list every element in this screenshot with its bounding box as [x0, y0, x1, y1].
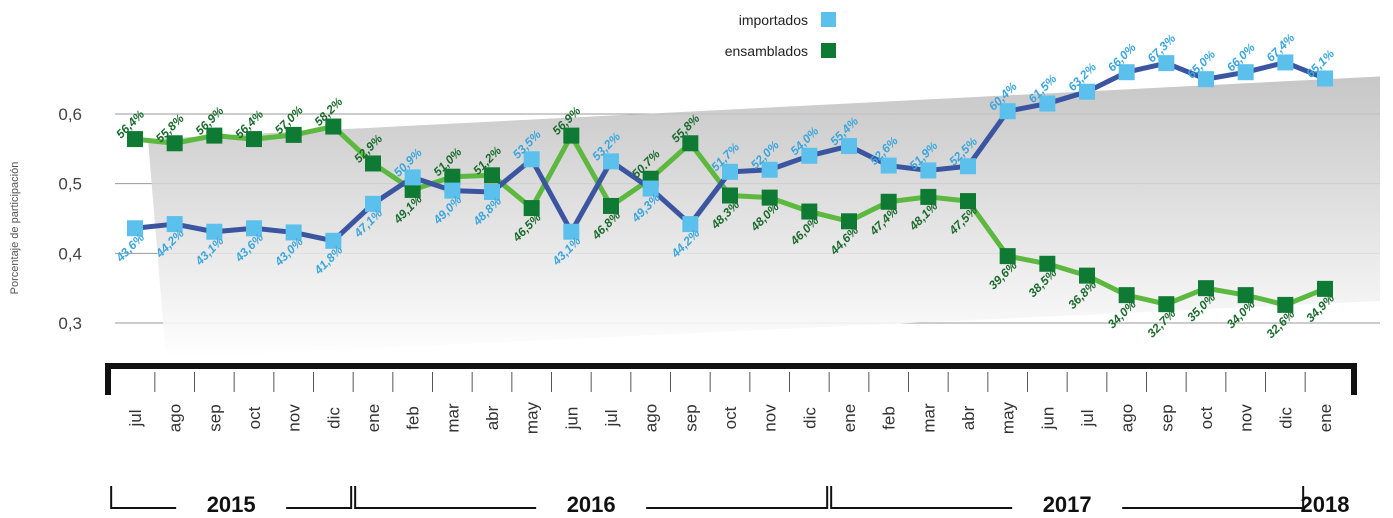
year-bracket-left-2015: [111, 486, 176, 508]
year-bracket-right-2016: [646, 486, 827, 508]
month-label-24: jul: [1078, 409, 1097, 427]
y-tick-label-3: 0,6: [58, 105, 82, 124]
month-label-14: sep: [681, 404, 700, 431]
year-bracket-left-2017: [831, 486, 1012, 508]
month-label-8: mar: [443, 403, 462, 433]
x-axis-left-cap: [105, 363, 111, 395]
year-brackets: 2015 2016 2017 2018: [111, 486, 1349, 517]
month-label-5: dic: [324, 407, 343, 429]
month-label-20: mar: [919, 403, 938, 433]
x-tick-marks: [155, 372, 1305, 392]
month-label-21: abr: [959, 405, 978, 430]
year-label-2016: 2016: [567, 492, 616, 517]
y-tick-labels: 0,3 0,4 0,5 0,6: [58, 105, 82, 333]
month-label-23: jun: [1038, 407, 1057, 431]
legend: importados ensamblados: [725, 12, 836, 59]
month-label-9: abr: [483, 405, 502, 430]
month-label-28: nov: [1237, 404, 1256, 432]
x-axis-right-cap: [1351, 363, 1357, 395]
year-label-2015: 2015: [207, 492, 256, 517]
month-label-18: ene: [840, 404, 859, 432]
month-label-30: ene: [1316, 404, 1335, 432]
month-label-0: jul: [126, 409, 145, 427]
month-label-1: ago: [166, 404, 185, 432]
legend-swatch-importados: [821, 12, 836, 27]
month-label-27: oct: [1197, 406, 1216, 429]
month-label-10: may: [523, 401, 542, 434]
legend-swatch-ensamblados: [821, 43, 836, 58]
month-label-7: feb: [404, 406, 423, 430]
month-label-4: nov: [285, 404, 304, 432]
month-label-13: ago: [642, 404, 661, 432]
legend-label-importados: importados: [739, 12, 808, 28]
month-label-11: jun: [562, 407, 581, 431]
x-axis-top-bar: [105, 363, 1357, 369]
month-label-26: sep: [1157, 404, 1176, 431]
year-label-2018: 2018: [1301, 492, 1350, 517]
year-bracket-left-2016: [355, 486, 536, 508]
month-label-19: feb: [880, 406, 899, 430]
month-label-29: dic: [1276, 407, 1295, 429]
month-label-12: jul: [602, 409, 621, 427]
y-tick-label-2: 0,5: [58, 175, 82, 194]
y-tick-label-1: 0,4: [58, 244, 82, 263]
year-bracket-right-2015: [286, 486, 351, 508]
year-label-2017: 2017: [1043, 492, 1092, 517]
x-axis-bar: [105, 363, 1357, 395]
month-label-2: sep: [205, 404, 224, 431]
month-label-6: ene: [364, 404, 383, 432]
legend-label-ensamblados: ensamblados: [725, 43, 808, 59]
y-tick-label-0: 0,3: [58, 314, 82, 333]
month-label-17: dic: [800, 407, 819, 429]
month-labels: jul ago sep oct nov dic ene feb mar abr may jun jul a…: [126, 401, 1335, 434]
month-label-25: ago: [1118, 404, 1137, 432]
month-label-16: nov: [761, 404, 780, 432]
year-bracket-right-2017: [1122, 486, 1303, 508]
y-axis-label: Porcentaje de participación: [9, 162, 21, 295]
month-label-3: oct: [245, 406, 264, 429]
month-label-22: may: [999, 401, 1018, 434]
month-label-15: oct: [721, 406, 740, 429]
